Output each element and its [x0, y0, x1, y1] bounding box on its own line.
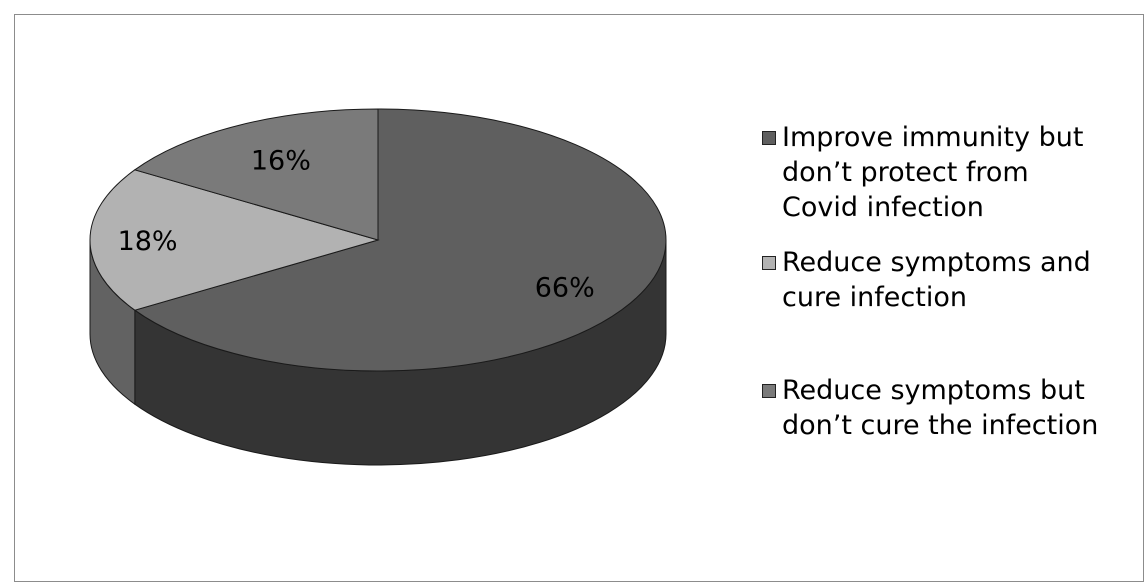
pie-top: [89, 108, 667, 372]
legend-item-immunity: Improve immunity but don’t protect from …: [762, 120, 1142, 225]
legend-swatch-cure: [762, 256, 776, 270]
legend-swatch-no-cure: [762, 384, 776, 398]
legend-item-no-cure: Reduce symptoms but don’t cure the infec…: [762, 373, 1142, 443]
pie-slice-0: [133, 108, 667, 372]
legend-item-cure: Reduce symptoms and cure infection: [762, 245, 1142, 315]
pie-label-2: 16%: [251, 146, 311, 177]
pie-slice-1: [89, 169, 380, 311]
pie-labels: 66% 18% 16%: [118, 146, 595, 304]
legend-label-no-cure: Reduce symptoms but don’t cure the infec…: [782, 375, 1099, 441]
legend-label-immunity: Improve immunity but don’t protect from …: [782, 122, 1084, 223]
pie-slice-2: [133, 108, 379, 241]
legend-swatch-immunity: [762, 131, 776, 145]
legend-label-cure: Reduce symptoms and cure infection: [782, 247, 1091, 313]
pie-label-1: 18%: [118, 226, 178, 257]
pie-label-0: 66%: [535, 273, 595, 304]
